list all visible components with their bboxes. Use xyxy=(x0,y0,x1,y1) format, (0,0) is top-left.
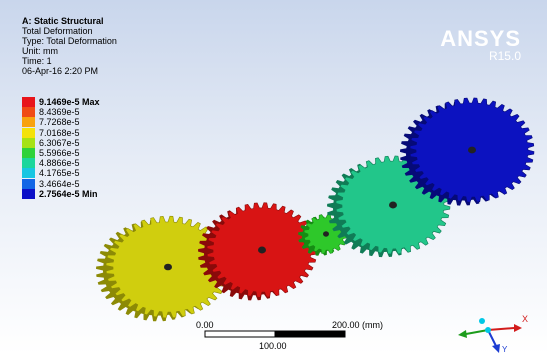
x-axis-line xyxy=(487,327,515,331)
legend-label: 2.7564e-5 Min xyxy=(39,188,98,199)
y-axis-label: Y xyxy=(502,345,508,354)
gear-green-small-hub xyxy=(323,231,329,237)
legend-label: 3.4664e-5 xyxy=(39,178,80,189)
result-unit: Unit: mm xyxy=(22,46,58,56)
legend-swatch xyxy=(22,97,35,107)
ansys-logo: ANSYS R15.0 xyxy=(440,28,521,63)
x-axis-arrow xyxy=(514,324,522,332)
triad-view-point xyxy=(479,318,485,324)
legend-label: 6.3067e-5 xyxy=(39,137,80,148)
gear-yellow[interactable] xyxy=(96,215,231,322)
legend-swatch xyxy=(22,127,35,138)
result-info: A: Static Structural Total Deformation T… xyxy=(22,16,117,76)
result-time: Time: 1 xyxy=(22,56,52,66)
gear-red[interactable] xyxy=(198,202,318,301)
scale-right-label: 200.00 (mm) xyxy=(332,320,384,330)
legend-label: 8.4369e-5 xyxy=(39,107,80,118)
legend-label: 9.1469e-5 Max xyxy=(39,97,100,107)
axis-triad-icon[interactable]: X Y xyxy=(452,310,532,354)
gear-blue[interactable] xyxy=(400,97,535,206)
gear-red-hub xyxy=(258,246,266,254)
legend-swatch xyxy=(22,107,35,118)
gear-blue-hub xyxy=(468,146,476,154)
legend-swatch xyxy=(22,148,35,158)
legend-swatch xyxy=(22,117,35,128)
legend-label: 7.0168e-5 xyxy=(39,127,80,138)
legend-swatch xyxy=(22,188,35,199)
legend-swatch xyxy=(22,178,35,189)
y-axis-line xyxy=(465,329,489,335)
triad-origin xyxy=(485,327,491,333)
result-date: 06-Apr-16 2:20 PM xyxy=(22,66,99,76)
scale-left-label: 0.00 xyxy=(196,320,214,330)
scale-mid-label: 100.00 xyxy=(259,341,287,351)
y-axis-arrow xyxy=(458,330,467,338)
z-axis-arrow xyxy=(492,344,500,353)
brand-version: R15.0 xyxy=(488,49,521,63)
legend-swatch xyxy=(22,158,35,169)
legend-swatch xyxy=(22,168,35,179)
result-type: Type: Total Deformation xyxy=(22,36,117,46)
gear-yellow-hub xyxy=(164,263,172,271)
result-name: Total Deformation xyxy=(22,26,93,36)
legend-label: 4.1765e-5 xyxy=(39,168,80,179)
legend-label: 4.8866e-5 xyxy=(39,158,80,169)
x-axis-label: X xyxy=(522,314,528,324)
brand-name: ANSYS xyxy=(440,26,521,51)
analysis-title: A: Static Structural xyxy=(22,16,104,26)
legend-swatch xyxy=(22,137,35,148)
gear-teal-hub xyxy=(389,201,397,209)
legend-label: 7.7268e-5 xyxy=(39,117,80,128)
legend-label: 5.5966e-5 xyxy=(39,148,80,158)
